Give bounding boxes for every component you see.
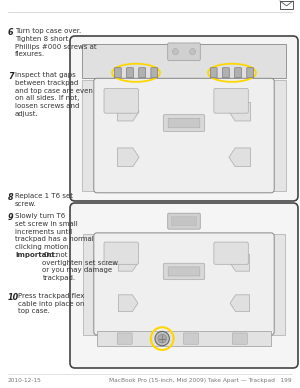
Text: 9: 9 <box>8 213 14 222</box>
Circle shape <box>172 48 178 55</box>
FancyBboxPatch shape <box>70 203 298 368</box>
FancyBboxPatch shape <box>94 233 274 335</box>
Polygon shape <box>229 148 251 166</box>
Polygon shape <box>118 255 138 271</box>
Circle shape <box>155 331 169 346</box>
Bar <box>271 234 285 335</box>
FancyBboxPatch shape <box>139 68 145 78</box>
FancyBboxPatch shape <box>223 68 229 78</box>
Text: 8: 8 <box>8 193 14 202</box>
FancyBboxPatch shape <box>168 213 200 229</box>
Text: Important:: Important: <box>15 252 58 258</box>
Text: Do not
overtighten set screw
or you may damage
trackpad.: Do not overtighten set screw or you may … <box>43 252 118 281</box>
Text: Slowly turn T6
set screw in small
increments until
trackpad has a normal
clickin: Slowly turn T6 set screw in small increm… <box>15 213 94 250</box>
Text: MacBook Pro (15-inch, Mid 2009) Take Apart — Trackpad   199: MacBook Pro (15-inch, Mid 2009) Take Apa… <box>110 378 292 383</box>
Polygon shape <box>230 295 250 312</box>
Bar <box>82 44 286 78</box>
Bar <box>97 331 271 346</box>
Text: Press trackpad flex
cable into place on
top case.: Press trackpad flex cable into place on … <box>18 293 85 315</box>
Text: Replace 1 T6 set
screw.: Replace 1 T6 set screw. <box>15 193 73 207</box>
FancyBboxPatch shape <box>168 118 200 128</box>
Polygon shape <box>229 102 251 121</box>
Text: 6: 6 <box>8 28 14 37</box>
FancyBboxPatch shape <box>247 68 253 78</box>
Polygon shape <box>117 102 139 121</box>
FancyBboxPatch shape <box>127 68 133 78</box>
Polygon shape <box>230 255 250 271</box>
Circle shape <box>158 334 167 343</box>
Polygon shape <box>118 295 138 312</box>
Text: Inspect that gaps
between trackpad
and top case are even
on all sides. If not,
l: Inspect that gaps between trackpad and t… <box>15 72 93 117</box>
FancyBboxPatch shape <box>70 36 298 201</box>
Bar <box>82 234 97 335</box>
Bar <box>271 80 286 191</box>
Text: Turn top case over.
Tighten 8 short
Phillips #000 screws at
flexures.: Turn top case over. Tighten 8 short Phil… <box>15 28 97 57</box>
Bar <box>280 1 293 9</box>
FancyBboxPatch shape <box>114 68 121 78</box>
FancyBboxPatch shape <box>117 333 132 344</box>
Bar <box>82 80 97 191</box>
FancyBboxPatch shape <box>104 242 138 264</box>
FancyBboxPatch shape <box>235 68 242 78</box>
FancyBboxPatch shape <box>210 68 217 78</box>
Circle shape <box>189 48 196 55</box>
FancyBboxPatch shape <box>232 333 247 344</box>
FancyBboxPatch shape <box>104 88 138 113</box>
FancyBboxPatch shape <box>163 114 205 132</box>
FancyBboxPatch shape <box>168 43 200 61</box>
Text: 10: 10 <box>8 293 19 302</box>
Polygon shape <box>117 148 139 166</box>
FancyBboxPatch shape <box>151 68 158 78</box>
FancyBboxPatch shape <box>214 88 248 113</box>
FancyBboxPatch shape <box>94 78 274 193</box>
Text: 7: 7 <box>8 72 14 81</box>
FancyBboxPatch shape <box>184 333 199 344</box>
FancyBboxPatch shape <box>171 217 197 226</box>
Text: 2010-12-15: 2010-12-15 <box>8 378 42 383</box>
FancyBboxPatch shape <box>163 263 205 280</box>
FancyBboxPatch shape <box>214 242 248 264</box>
FancyBboxPatch shape <box>168 267 200 276</box>
